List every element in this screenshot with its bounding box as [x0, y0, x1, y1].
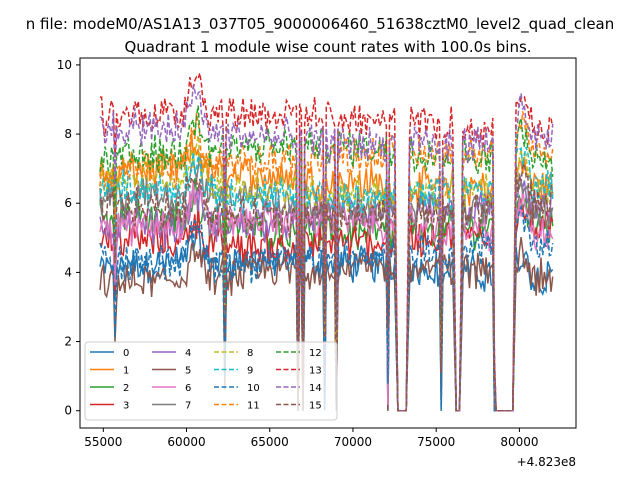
series-line-15 — [99, 161, 554, 412]
x-tick-label: 60000 — [167, 435, 205, 449]
legend-label-11: 11 — [247, 401, 260, 412]
legend-label-9: 9 — [247, 366, 253, 377]
series-line-13 — [100, 72, 554, 412]
legend-label-1: 1 — [123, 366, 129, 377]
legend-label-15: 15 — [309, 401, 322, 412]
legend-label-6: 6 — [185, 383, 191, 394]
legend-label-4: 4 — [185, 348, 191, 359]
y-tick-label: 2 — [64, 335, 72, 349]
chart-title: Quadrant 1 module wise count rates with … — [124, 38, 531, 56]
figure-suptitle: n file: modeM0/AS1A13_037T05_9000006460_… — [26, 15, 615, 34]
y-tick-label: 4 — [64, 265, 72, 279]
y-tick-label: 6 — [64, 196, 72, 210]
y-tick-label: 8 — [64, 127, 72, 141]
legend-label-0: 0 — [123, 348, 129, 359]
x-tick-label: 70000 — [334, 435, 372, 449]
legend-label-12: 12 — [309, 348, 322, 359]
x-tick-label: 55000 — [84, 435, 122, 449]
series-line-14 — [99, 85, 554, 412]
plot-frame — [79, 57, 577, 429]
legend-label-13: 13 — [309, 366, 322, 377]
legend-label-3: 3 — [123, 401, 129, 412]
legend-box — [84, 341, 338, 421]
x-axis-offset-label: +4.823e8 — [517, 455, 576, 469]
y-axis-ticks: 0 2 4 6 8 10 — [57, 58, 80, 418]
legend-label-7: 7 — [185, 401, 191, 412]
x-tick-label: 65000 — [251, 435, 289, 449]
x-tick-label: 80000 — [500, 435, 538, 449]
y-tick-label: 10 — [57, 58, 72, 72]
legend-label-14: 14 — [309, 383, 322, 394]
y-tick-label: 0 — [64, 404, 72, 418]
x-tick-label: 75000 — [417, 435, 455, 449]
legend-label-8: 8 — [247, 348, 253, 359]
series-layer — [99, 72, 554, 412]
legend-label-10: 10 — [247, 383, 260, 394]
legend-label-2: 2 — [123, 383, 129, 394]
legend-label-5: 5 — [185, 366, 191, 377]
x-axis-ticks: 55000 60000 65000 70000 75000 80000 — [84, 428, 539, 449]
